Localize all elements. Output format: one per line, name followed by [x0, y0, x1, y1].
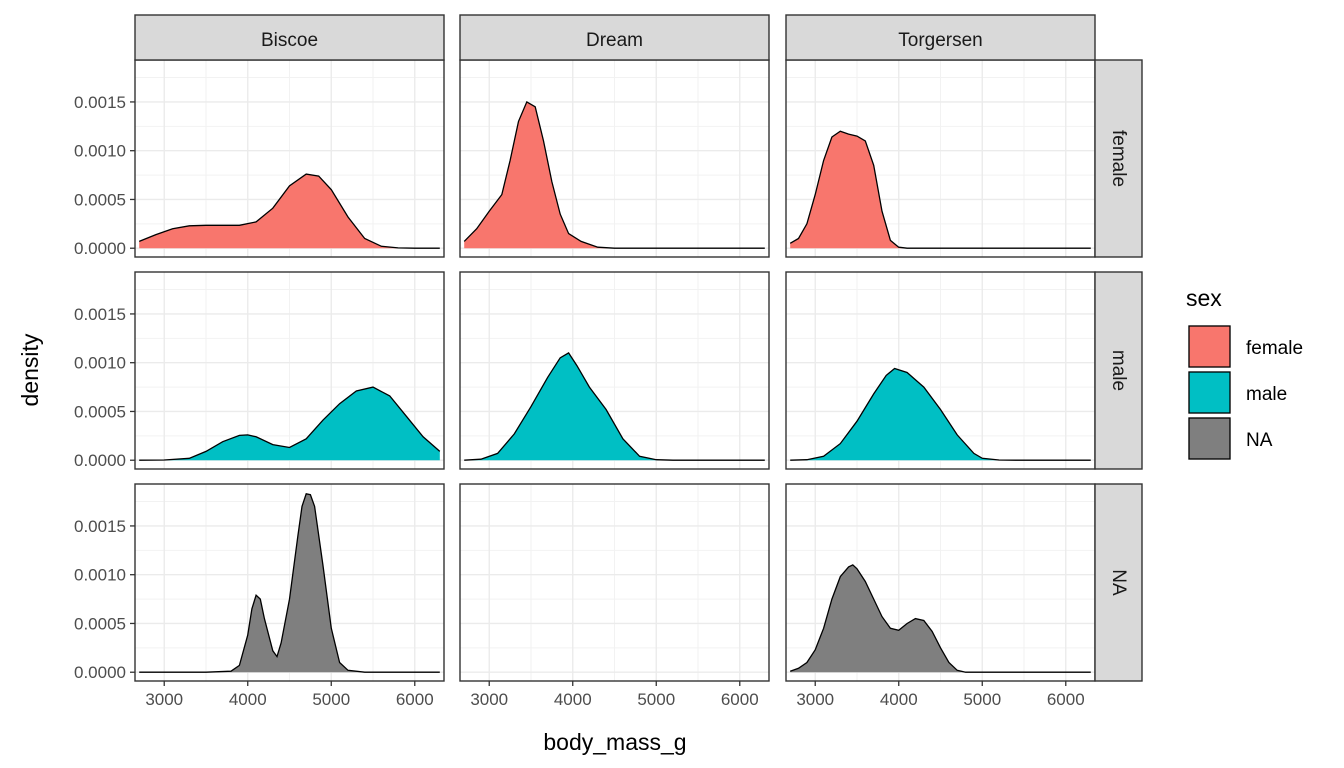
strip-label-dream: Dream: [586, 30, 643, 51]
panel-border: [459, 483, 770, 682]
strip-na: [1094, 483, 1143, 682]
panel-dream-na: [459, 483, 770, 682]
density-outline: [463, 100, 765, 249]
legend-label: female: [1246, 338, 1303, 359]
panel-biscoe-male: [134, 271, 445, 470]
density-area: [139, 387, 440, 461]
x-tick-label: 4000: [229, 690, 267, 709]
x-tick-label: 3000: [470, 690, 508, 709]
y-tick-label: 0.0000: [74, 663, 126, 682]
strip-male: [1094, 271, 1143, 470]
legend-label: male: [1246, 384, 1287, 405]
y-tick-label: 0.0015: [74, 517, 126, 536]
strips-layer: Biscoe Dream Torgersen female male NA: [134, 14, 1143, 682]
legend-item-na: NA: [1188, 417, 1273, 460]
y-tick-label: 0.0010: [74, 354, 126, 373]
density-area: [139, 493, 440, 673]
y-tick-label: 0.0010: [74, 566, 126, 585]
panel-dream-female: [459, 59, 770, 258]
x-tick-label: 5000: [637, 690, 675, 709]
strip-label-male: male: [1108, 350, 1129, 391]
x-axis-title: body_mass_g: [543, 729, 686, 755]
legend: sex female male NA: [1186, 285, 1303, 460]
y-axis-title: density: [17, 333, 43, 406]
density-outline: [139, 493, 440, 673]
y-tick-label: 0.0005: [74, 402, 126, 421]
density-outline: [789, 130, 1091, 249]
y-tick-label: 0.0000: [74, 239, 126, 258]
density-outline: [138, 173, 440, 249]
density-area: [790, 368, 1091, 461]
x-tick-label: 5000: [963, 690, 1001, 709]
y-tick-label: 0.0010: [74, 142, 126, 161]
density-area: [790, 131, 1091, 249]
panel-border: [459, 271, 770, 470]
panel-torgersen-female: [785, 59, 1096, 258]
strip-biscoe: [134, 14, 445, 61]
x-tick-label: 5000: [312, 690, 350, 709]
density-area: [139, 174, 440, 249]
x-tick-label: 4000: [880, 690, 918, 709]
y-tick-label: 0.0000: [74, 451, 126, 470]
x-tick-label: 6000: [1047, 690, 1085, 709]
strip-dream: [459, 14, 770, 61]
density-area: [464, 101, 765, 249]
strip-label-na: NA: [1108, 569, 1129, 596]
panel-torgersen-na: [785, 483, 1096, 682]
strip-label-female: female: [1108, 130, 1129, 187]
legend-title: sex: [1186, 285, 1222, 311]
legend-item-female: female: [1188, 325, 1303, 368]
density-outline: [139, 386, 441, 461]
y-tick-label: 0.0015: [74, 93, 126, 112]
x-tick-label: 3000: [145, 690, 183, 709]
strip-female: [1094, 59, 1143, 258]
x-tick-label: 4000: [554, 690, 592, 709]
density-outline: [789, 564, 1091, 673]
legend-label: NA: [1246, 430, 1273, 451]
y-tick-label: 0.0005: [74, 190, 126, 209]
y-tick-label: 0.0015: [74, 305, 126, 324]
legend-swatch: [1188, 371, 1231, 414]
legend-swatch: [1188, 417, 1231, 460]
strip-label-torgersen: Torgersen: [898, 30, 983, 51]
density-outline: [464, 352, 765, 461]
panel-dream-male: [459, 271, 770, 470]
density-outline: [790, 367, 1091, 461]
x-tick-label: 3000: [796, 690, 834, 709]
y-tick-label: 0.0005: [74, 614, 126, 633]
panel-border: [134, 483, 445, 682]
legend-swatch: [1188, 325, 1231, 368]
legend-item-male: male: [1188, 371, 1287, 414]
axes-layer: 0.0000 0.0005 0.0010 0.0015 0.0000 0.0005 0.00…: [74, 93, 1085, 709]
density-area: [790, 564, 1091, 673]
strip-label-biscoe: Biscoe: [261, 30, 318, 51]
x-tick-label: 6000: [721, 690, 759, 709]
panel-border: [134, 271, 445, 470]
panel-torgersen-male: [785, 271, 1096, 470]
strip-torgersen: [785, 14, 1096, 61]
panel-biscoe-na: [134, 483, 445, 682]
x-tick-label: 6000: [396, 690, 434, 709]
density-area: [464, 352, 765, 461]
panel-biscoe-female: [134, 59, 445, 258]
panels-layer: [134, 59, 1096, 682]
